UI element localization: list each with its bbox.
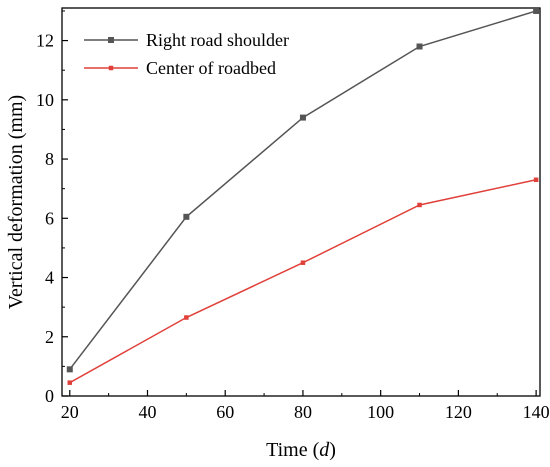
x-tick-label: 40: [138, 402, 156, 422]
series-line-2: [69, 179, 537, 384]
y-tick-label: 2: [45, 327, 54, 347]
data-point-1: [416, 43, 423, 50]
legend-marker: [108, 37, 114, 43]
data-point-2: [417, 202, 422, 208]
series-layer: [66, 7, 540, 385]
data-point-2: [67, 380, 73, 385]
x-tick-label: 80: [294, 402, 312, 422]
y-tick-label: 10: [36, 90, 54, 110]
series-line-1: [69, 10, 537, 370]
legend-label: Center of roadbed: [146, 58, 276, 78]
y-tick-label: 12: [36, 31, 54, 51]
legend-label: Right road shoulder: [146, 30, 289, 50]
data-point-1: [299, 114, 306, 121]
y-axis-title: Vertical deformation (mm): [5, 95, 27, 309]
data-point-1: [533, 7, 540, 14]
y-tick-label: 8: [45, 149, 54, 169]
x-tick-label: 20: [61, 402, 79, 422]
x-tick-label: 60: [216, 402, 234, 422]
data-point-2: [184, 315, 189, 320]
data-point-2: [533, 177, 539, 183]
x-tick-label: 140: [523, 402, 550, 422]
axis-ticks: 20 40 60 80 100 120 140 0 2 4 6 8 10 12: [36, 10, 550, 422]
y-tick-label: 6: [45, 208, 54, 228]
legend: Right road shoulder Center of roadbed: [84, 30, 289, 78]
x-tick-label: 100: [367, 402, 394, 422]
x-tick-label: 120: [445, 402, 472, 422]
legend-marker: [108, 65, 114, 71]
x-axis-title: Time (d): [266, 439, 336, 461]
plot-frame: [61, 7, 541, 397]
y-tick-label: 4: [45, 268, 54, 288]
data-point-1: [183, 213, 190, 220]
data-point-1: [66, 366, 73, 373]
y-tick-label: 0: [45, 386, 54, 406]
data-point-2: [300, 260, 306, 265]
